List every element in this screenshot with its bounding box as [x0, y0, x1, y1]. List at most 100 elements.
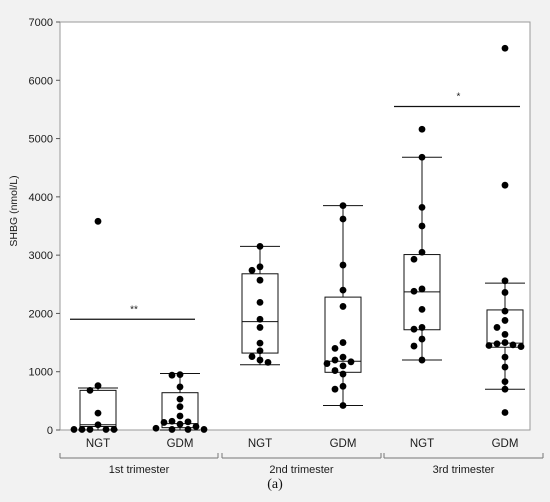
data-point — [86, 426, 94, 433]
data-point — [256, 324, 264, 331]
data-point — [410, 287, 418, 295]
data-point — [256, 356, 264, 364]
x-category-label: GDM — [167, 438, 194, 450]
x-group-label: 2nd trimester — [269, 464, 334, 476]
data-point — [418, 125, 426, 133]
data-point — [339, 382, 347, 390]
data-point — [501, 317, 509, 324]
data-point — [418, 324, 426, 331]
data-point — [102, 426, 110, 433]
data-point — [176, 371, 184, 379]
x-category-label: NGT — [248, 438, 272, 450]
data-point — [256, 339, 264, 347]
data-point — [501, 181, 509, 189]
data-point — [418, 222, 426, 230]
data-point — [168, 417, 176, 425]
data-point — [501, 307, 509, 315]
data-point — [339, 370, 347, 378]
y-axis: 0 1000 2000 3000 4000 5000 6000 7000 — [29, 17, 60, 437]
y-tick-label: 2000 — [29, 308, 53, 320]
plot-area — [59, 21, 531, 431]
data-point — [323, 360, 331, 367]
data-point — [256, 315, 264, 323]
data-point — [70, 426, 78, 433]
y-tick-label: 5000 — [29, 134, 53, 146]
data-point — [418, 153, 426, 161]
box-gdm-2 — [323, 202, 363, 409]
data-point — [501, 277, 509, 285]
y-tick-label: 0 — [47, 425, 53, 437]
data-point — [256, 276, 264, 284]
data-point — [78, 426, 86, 433]
data-point — [501, 378, 509, 386]
data-point — [94, 409, 102, 417]
data-point — [501, 289, 509, 296]
boxes: *** — [70, 44, 525, 433]
data-point — [339, 286, 347, 294]
x-group-label: 3rd trimester — [433, 464, 495, 476]
significance-marker: ** — [130, 304, 138, 315]
data-point — [256, 298, 264, 306]
data-point — [176, 395, 184, 403]
data-point — [509, 341, 517, 349]
data-point — [418, 305, 426, 313]
data-point — [339, 261, 347, 269]
data-point — [248, 353, 256, 360]
data-point — [501, 353, 509, 361]
data-point — [347, 358, 355, 366]
data-point — [248, 266, 256, 274]
data-point — [493, 324, 501, 331]
data-point — [339, 353, 347, 361]
data-point — [418, 248, 426, 256]
data-point — [160, 419, 168, 426]
data-point — [339, 202, 347, 210]
data-point — [410, 342, 418, 350]
x-category-label: NGT — [86, 438, 110, 450]
data-point — [501, 331, 509, 338]
data-point — [176, 412, 184, 420]
data-point — [176, 383, 184, 391]
box-ngt-2 — [240, 243, 280, 366]
data-point — [517, 343, 525, 351]
data-point — [192, 423, 200, 430]
data-point — [339, 303, 347, 310]
y-tick-label: 6000 — [29, 75, 53, 87]
data-point — [152, 424, 160, 432]
data-point — [86, 386, 94, 394]
data-point — [256, 347, 264, 355]
data-point — [493, 340, 501, 348]
data-point — [501, 409, 509, 416]
data-point — [339, 362, 347, 370]
data-point — [168, 426, 176, 433]
x-axis: NGT GDM 1st trimester NGT GDM 2nd trimester NG… — [59, 438, 544, 476]
data-point — [410, 255, 418, 263]
significance-marker: * — [457, 92, 461, 103]
box-gdm-3 — [485, 44, 525, 416]
data-point — [94, 217, 102, 225]
data-point — [110, 426, 118, 433]
y-tick-label: 3000 — [29, 250, 53, 262]
y-tick-label: 1000 — [29, 367, 53, 379]
data-point — [418, 356, 426, 364]
data-point — [485, 342, 493, 349]
box-ngt-3 — [402, 125, 442, 364]
data-point — [176, 403, 184, 411]
data-point — [501, 363, 509, 371]
data-point — [256, 243, 264, 250]
data-point — [339, 339, 347, 346]
data-point — [184, 426, 192, 433]
x-category-label: GDM — [492, 438, 519, 450]
box-gdm-1 — [152, 371, 208, 433]
data-point — [176, 420, 184, 428]
x-category-label: GDM — [330, 438, 357, 450]
data-point — [418, 203, 426, 211]
box-ngt-1 — [70, 217, 118, 433]
y-tick-label: 7000 — [29, 17, 53, 29]
data-point — [339, 215, 347, 223]
x-category-label: NGT — [410, 438, 434, 450]
data-point — [331, 356, 339, 364]
data-point — [331, 345, 339, 352]
data-point — [264, 358, 272, 366]
figure-caption: (a) — [267, 477, 283, 492]
